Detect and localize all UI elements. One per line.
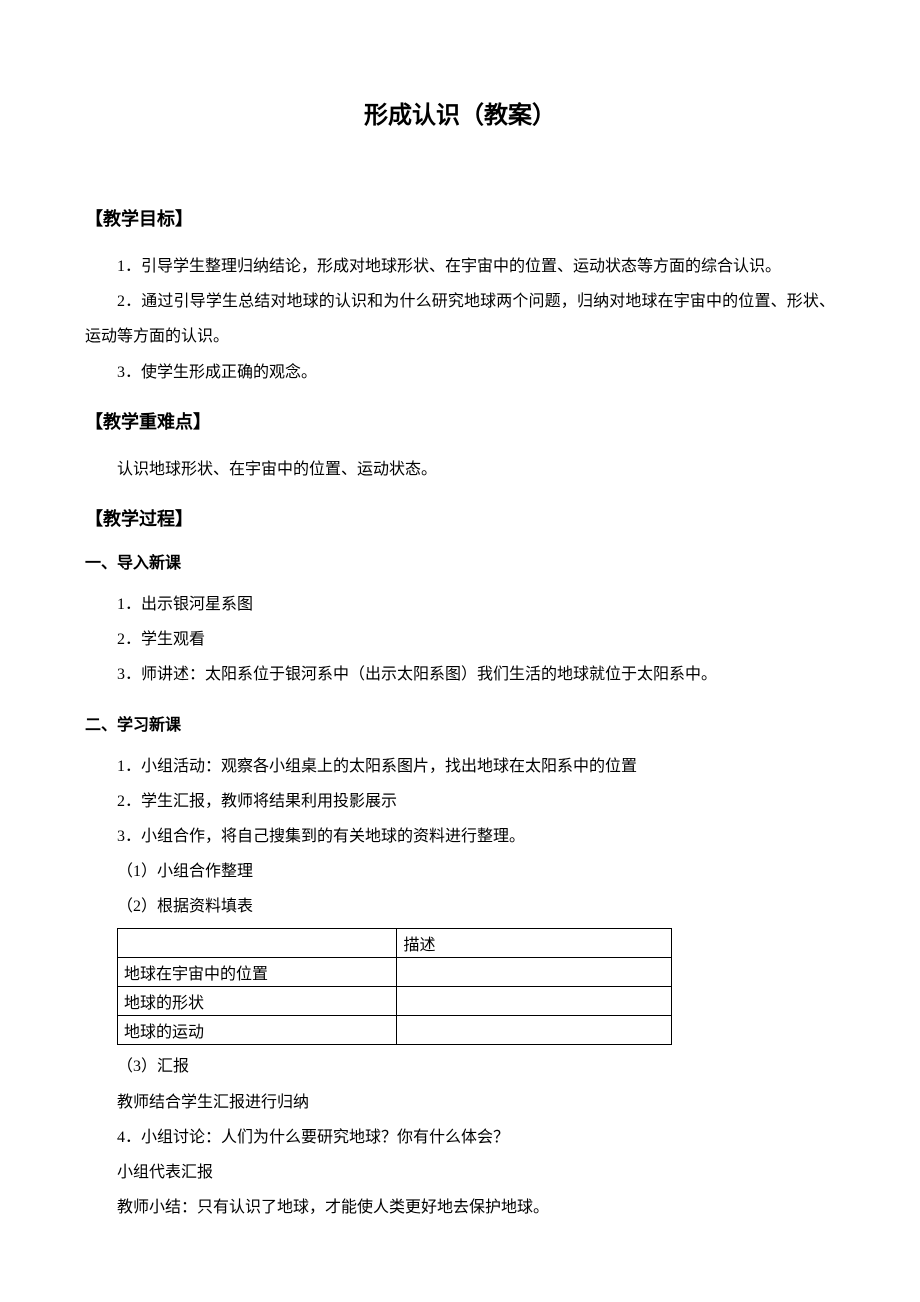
table-row: 地球的运动 (118, 1016, 672, 1045)
part2-item-4: 4．小组讨论：人们为什么要研究地球？你有什么体会？ (85, 1120, 835, 1155)
part2-header: 二、学习新课 (85, 711, 835, 735)
table-row: 地球在宇宙中的位置 (118, 958, 672, 987)
table-header-row: 描述 (118, 929, 672, 958)
part2-item-2: 2．学生汇报，教师将结果利用投影展示 (85, 784, 835, 819)
section-goals-header: 【教学目标】 (85, 205, 835, 231)
part2-item-3-3: （3）汇报 (85, 1049, 835, 1084)
part2-item-3-1: （1）小组合作整理 (85, 854, 835, 889)
table-cell-motion: 地球的运动 (118, 1016, 397, 1045)
part1-header: 一、导入新课 (85, 549, 835, 573)
goal-item-2: 2．通过引导学生总结对地球的认识和为什么研究地球两个问题，归纳对地球在宇宙中的位… (85, 284, 835, 354)
table-cell-position-desc (397, 958, 672, 987)
section-keypoints-header: 【教学重难点】 (85, 408, 835, 434)
table-header-empty (118, 929, 397, 958)
part2-item-3: 3．小组合作，将自己搜集到的有关地球的资料进行整理。 (85, 819, 835, 854)
table-header-description: 描述 (397, 929, 672, 958)
part2-item-3-2: （2）根据资料填表 (85, 889, 835, 924)
table-cell-shape-desc (397, 987, 672, 1016)
keypoints-text: 认识地球形状、在宇宙中的位置、运动状态。 (85, 452, 835, 487)
part1-item-1: 1．出示银河星系图 (85, 587, 835, 622)
document-title: 形成认识（教案） (85, 95, 835, 130)
part1-item-2: 2．学生观看 (85, 622, 835, 657)
section-process-header: 【教学过程】 (85, 505, 835, 531)
goal-item-1: 1．引导学生整理归纳结论，形成对地球形状、在宇宙中的位置、运动状态等方面的综合认… (85, 249, 835, 284)
table-cell-shape: 地球的形状 (118, 987, 397, 1016)
earth-info-table: 描述 地球在宇宙中的位置 地球的形状 地球的运动 (117, 928, 672, 1045)
part2-item-1: 1．小组活动：观察各小组桌上的太阳系图片，找出地球在太阳系中的位置 (85, 749, 835, 784)
part1-item-3: 3．师讲述：太阳系位于银河系中（出示太阳系图）我们生活的地球就位于太阳系中。 (85, 657, 835, 692)
table-cell-motion-desc (397, 1016, 672, 1045)
table-row: 地球的形状 (118, 987, 672, 1016)
table-cell-position: 地球在宇宙中的位置 (118, 958, 397, 987)
part2-item-3-summary: 教师结合学生汇报进行归纳 (85, 1085, 835, 1120)
part2-item-4-conclusion: 教师小结：只有认识了地球，才能使人类更好地去保护地球。 (85, 1190, 835, 1225)
part2-item-4-report: 小组代表汇报 (85, 1155, 835, 1190)
goal-item-3: 3．使学生形成正确的观念。 (85, 355, 835, 390)
